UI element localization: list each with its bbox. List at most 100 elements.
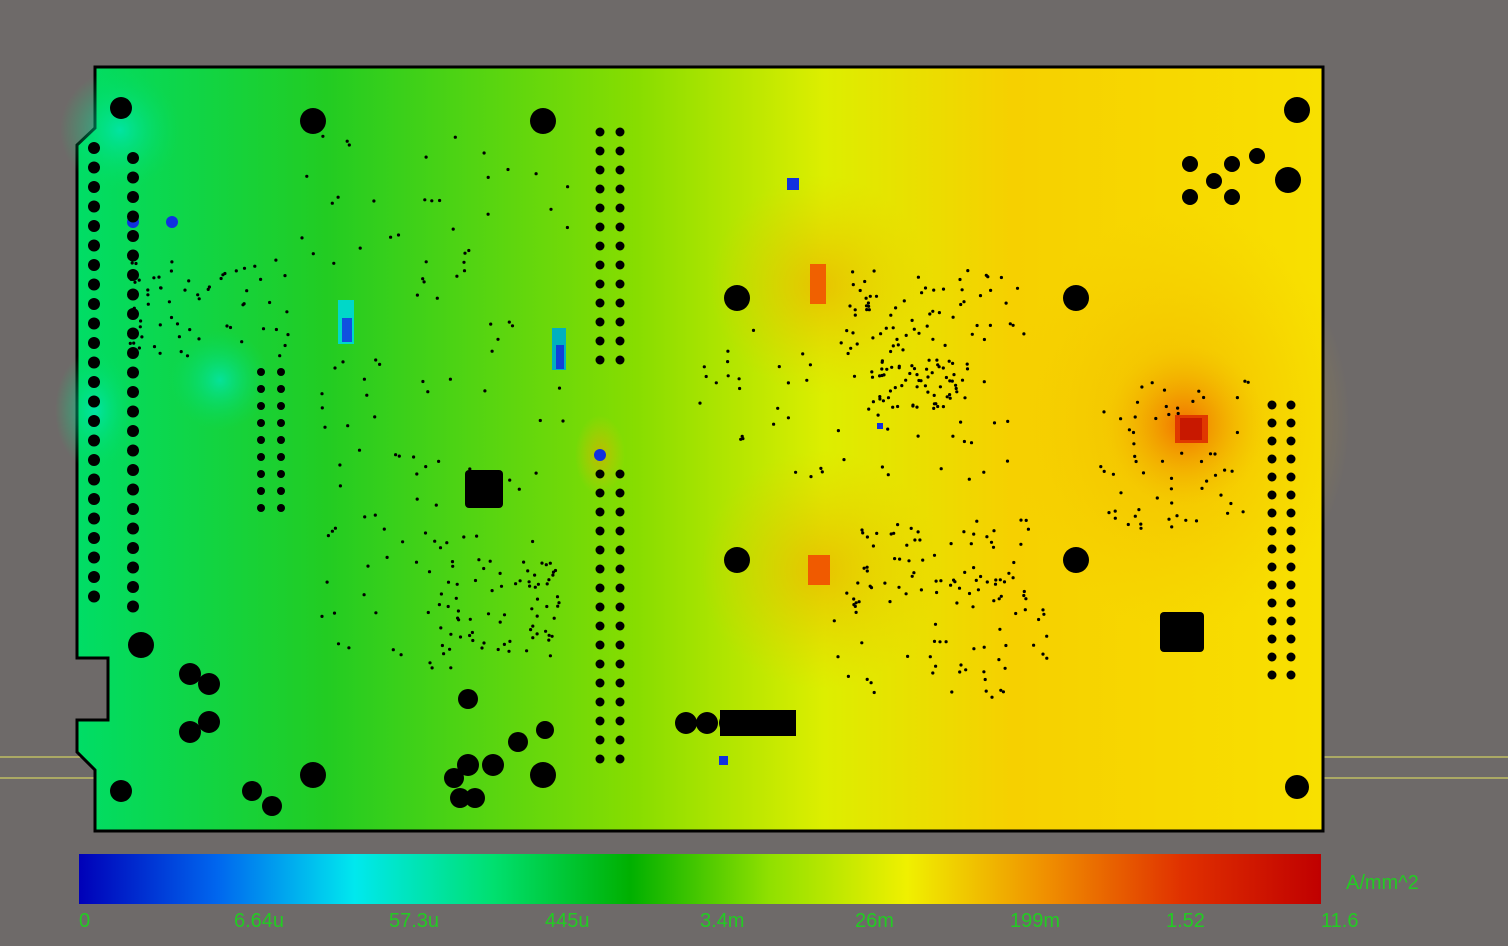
pad bbox=[257, 368, 265, 376]
pad bbox=[715, 381, 718, 384]
pad bbox=[1134, 515, 1137, 518]
pad bbox=[467, 249, 470, 252]
pad bbox=[968, 478, 971, 481]
pad bbox=[596, 717, 605, 726]
pad bbox=[1167, 413, 1170, 416]
pad bbox=[833, 619, 836, 622]
pad bbox=[1004, 667, 1007, 670]
pad bbox=[726, 350, 729, 353]
pcb-board[interactable] bbox=[55, 67, 1350, 831]
pad bbox=[1136, 401, 1139, 404]
pad bbox=[616, 223, 625, 232]
pad bbox=[821, 470, 824, 473]
pad bbox=[480, 646, 483, 649]
pad bbox=[596, 527, 605, 536]
pad bbox=[1019, 543, 1022, 546]
pad bbox=[427, 611, 430, 614]
pad bbox=[1019, 519, 1022, 522]
pad bbox=[127, 152, 139, 164]
pad bbox=[416, 498, 419, 501]
pad bbox=[220, 277, 223, 280]
pad bbox=[877, 414, 880, 417]
pad bbox=[359, 247, 362, 250]
pad bbox=[989, 289, 992, 292]
pad bbox=[180, 350, 183, 353]
pad bbox=[425, 156, 428, 159]
pad bbox=[1200, 460, 1203, 463]
pad bbox=[1177, 412, 1180, 415]
pad bbox=[1119, 491, 1122, 494]
pad bbox=[277, 470, 285, 478]
pad bbox=[127, 562, 139, 574]
pad bbox=[134, 262, 137, 265]
pad bbox=[374, 358, 377, 361]
pad bbox=[698, 402, 701, 405]
pad bbox=[772, 423, 775, 426]
pad bbox=[277, 402, 285, 410]
pad bbox=[794, 471, 797, 474]
pad bbox=[942, 366, 945, 369]
pad bbox=[861, 531, 864, 534]
pad bbox=[240, 340, 243, 343]
pad bbox=[958, 278, 961, 281]
pad bbox=[253, 265, 256, 268]
pad bbox=[894, 386, 897, 389]
pad bbox=[871, 376, 874, 379]
pad bbox=[855, 611, 858, 614]
pad bbox=[935, 591, 938, 594]
pad bbox=[596, 299, 605, 308]
pad bbox=[959, 663, 962, 666]
pad bbox=[499, 572, 502, 575]
pad bbox=[851, 270, 854, 273]
pad bbox=[867, 408, 870, 411]
mounting-hole bbox=[198, 711, 220, 733]
pad bbox=[198, 297, 201, 300]
pad bbox=[928, 359, 931, 362]
pad bbox=[849, 347, 852, 350]
pad bbox=[497, 648, 500, 651]
pad bbox=[1176, 407, 1179, 410]
pad bbox=[277, 436, 285, 444]
pad bbox=[1119, 417, 1122, 420]
pad bbox=[463, 269, 466, 272]
pad bbox=[865, 297, 868, 300]
pad bbox=[363, 593, 366, 596]
pad bbox=[616, 546, 625, 555]
pad bbox=[1012, 324, 1015, 327]
pad bbox=[88, 142, 100, 154]
pad bbox=[1175, 514, 1178, 517]
pad bbox=[883, 582, 886, 585]
mounting-hole bbox=[444, 768, 464, 788]
pad bbox=[531, 625, 534, 628]
pad bbox=[482, 567, 485, 570]
pad bbox=[962, 300, 965, 303]
pad bbox=[129, 342, 132, 345]
pad bbox=[596, 489, 605, 498]
pad bbox=[424, 465, 427, 468]
pad bbox=[1268, 473, 1277, 482]
mounting-hole bbox=[128, 632, 154, 658]
pad bbox=[435, 504, 438, 507]
pad bbox=[998, 597, 1001, 600]
mounting-hole bbox=[458, 689, 478, 709]
pad bbox=[616, 660, 625, 669]
pad bbox=[787, 416, 790, 419]
pad bbox=[348, 143, 351, 146]
pad bbox=[548, 634, 551, 637]
pad bbox=[522, 561, 525, 564]
pad bbox=[457, 609, 460, 612]
pad bbox=[910, 364, 913, 367]
pad bbox=[926, 325, 929, 328]
pad bbox=[401, 540, 404, 543]
pad bbox=[1161, 460, 1164, 463]
pad bbox=[847, 675, 850, 678]
pad bbox=[1268, 401, 1277, 410]
pad bbox=[475, 535, 478, 538]
mounting-hole bbox=[530, 762, 556, 788]
pad bbox=[854, 314, 857, 317]
pad bbox=[945, 376, 948, 379]
pad bbox=[596, 755, 605, 764]
pad bbox=[1268, 653, 1277, 662]
pad bbox=[872, 400, 875, 403]
